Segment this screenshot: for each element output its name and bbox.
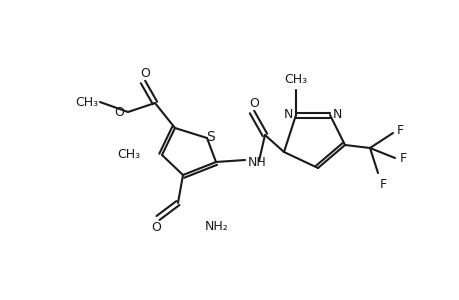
Text: N: N — [283, 107, 292, 121]
Text: CH₃: CH₃ — [284, 73, 307, 86]
Text: S: S — [206, 130, 215, 144]
Text: O: O — [151, 221, 161, 234]
Text: F: F — [379, 178, 386, 191]
Text: NH₂: NH₂ — [205, 220, 228, 233]
Text: CH₃: CH₃ — [75, 95, 98, 109]
Text: N: N — [332, 107, 341, 121]
Text: NH: NH — [247, 155, 266, 169]
Text: F: F — [399, 152, 406, 166]
Text: F: F — [396, 124, 403, 137]
Text: O: O — [140, 67, 150, 80]
Text: CH₃: CH₃ — [117, 148, 140, 161]
Text: O: O — [114, 106, 124, 119]
Text: O: O — [248, 97, 258, 110]
